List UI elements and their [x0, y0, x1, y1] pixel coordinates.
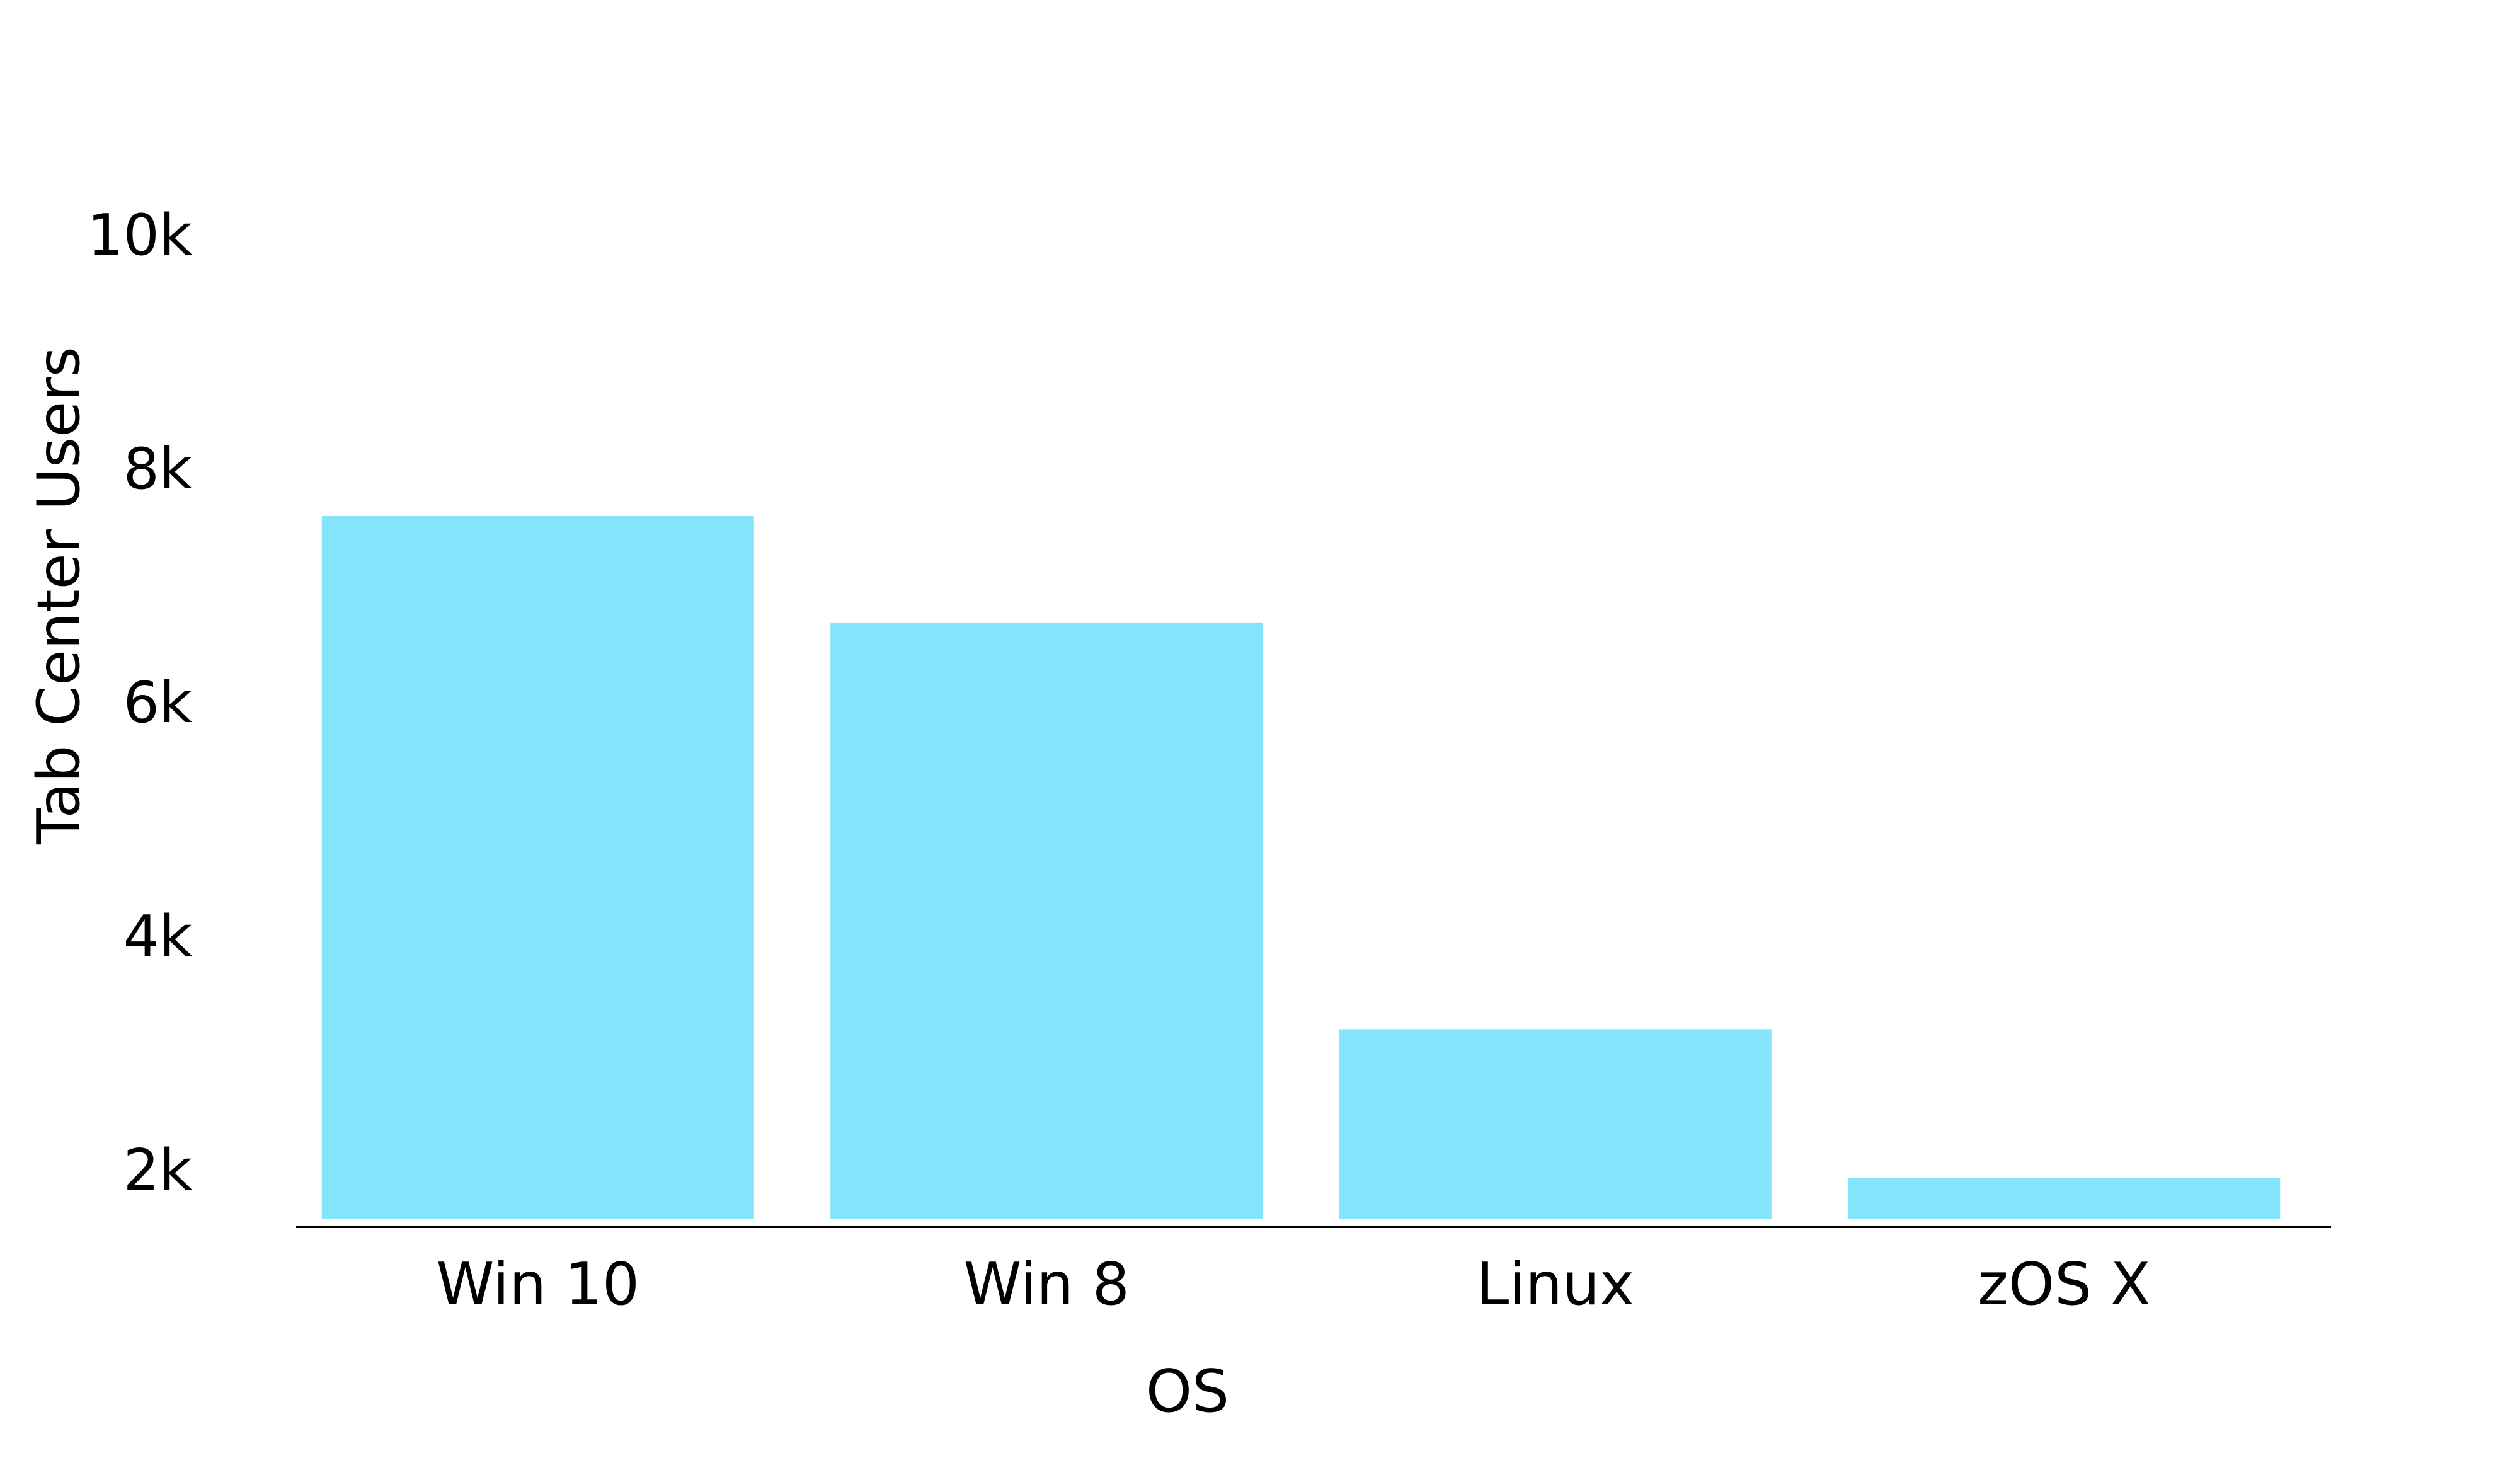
bar: [1339, 1029, 1772, 1219]
y-tick-label: 8k: [123, 436, 192, 502]
y-tick-label: 4k: [123, 904, 192, 970]
y-tick-label: 2k: [123, 1137, 192, 1203]
y-axis-title: Tab Center Users: [25, 347, 93, 845]
x-axis-title: OS: [1146, 1357, 1229, 1425]
bar: [830, 622, 1263, 1219]
y-tick-label: 6k: [123, 670, 192, 736]
x-axis-tick-labels: Win 10 Win 8 Linux zOS X: [436, 1250, 2150, 1318]
y-tick-label: 10k: [87, 202, 192, 268]
bar: [321, 516, 754, 1220]
x-tick-label: Linux: [1476, 1250, 1634, 1318]
x-tick-label: Win 8: [964, 1250, 1130, 1318]
x-tick-label: zOS X: [1978, 1250, 2150, 1318]
bars: [321, 516, 2281, 1220]
y-axis-ticks: 2k 4k 6k 8k 10k: [87, 202, 192, 1203]
x-tick-label: Win 10: [436, 1250, 639, 1318]
bar: [1848, 1177, 2281, 1219]
